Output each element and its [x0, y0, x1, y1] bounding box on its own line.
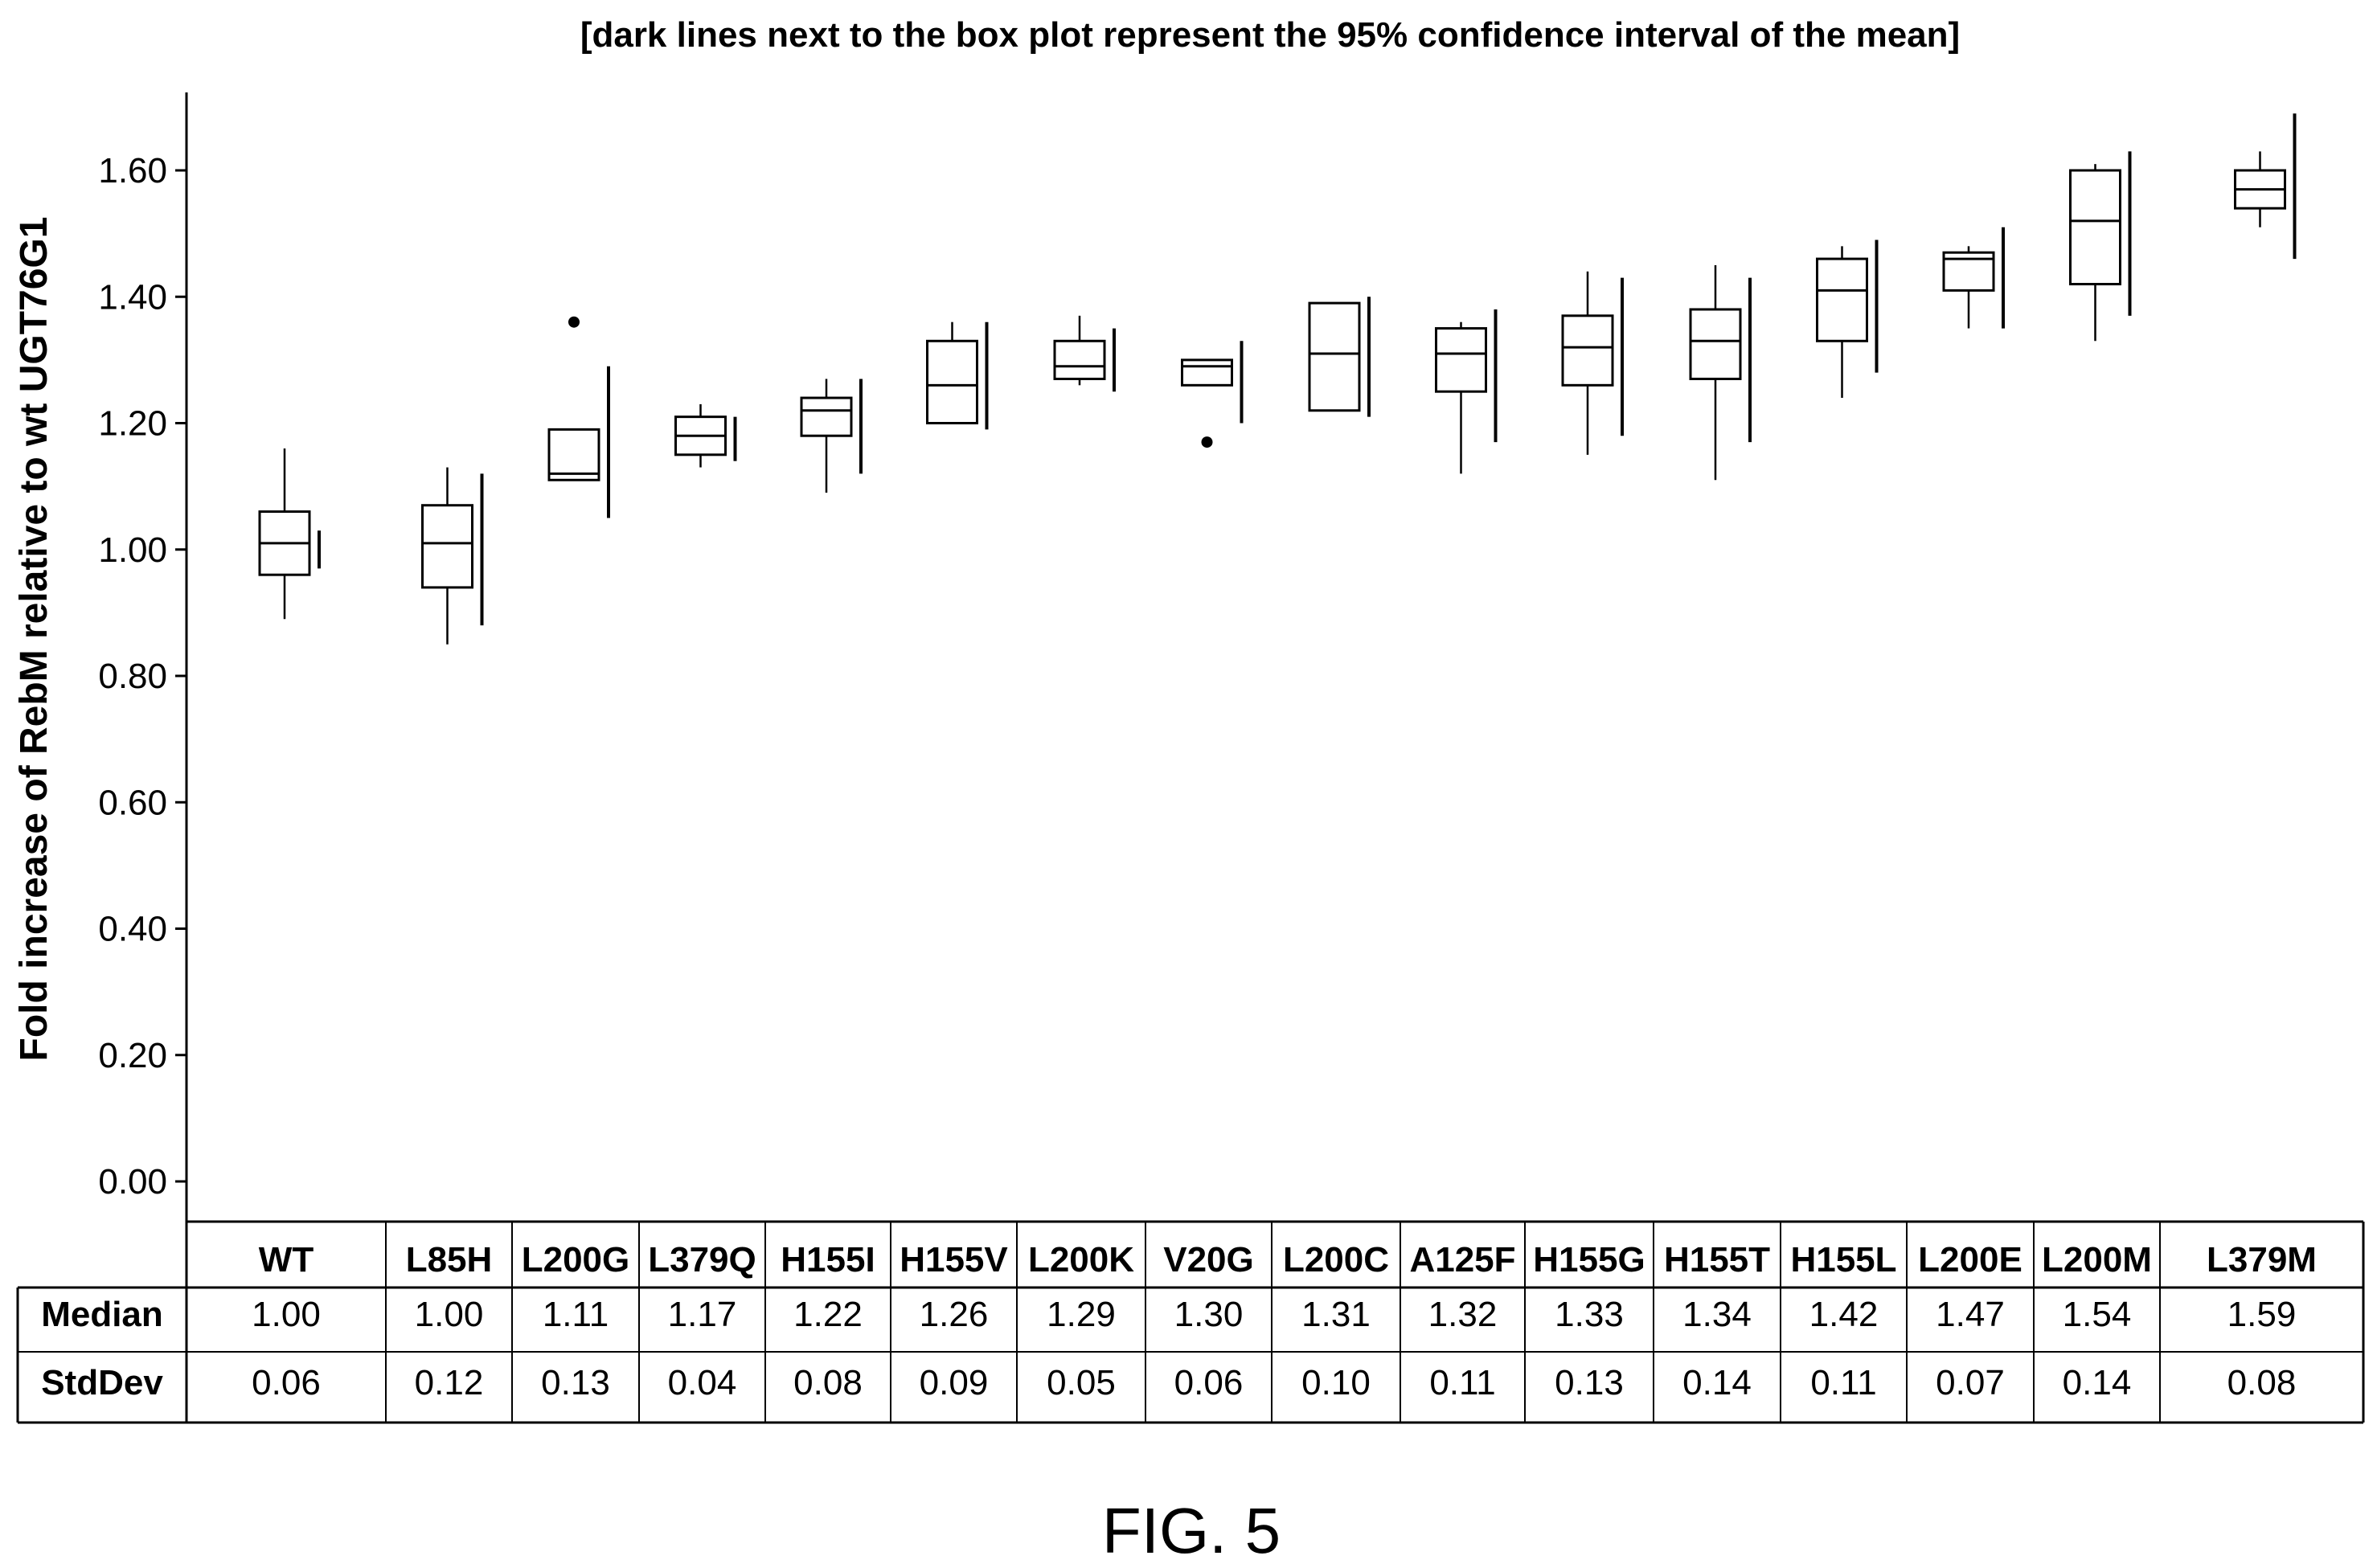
box-L379M [2234, 113, 2297, 260]
stddev-cell: 0.14 [1682, 1363, 1752, 1402]
outlier-point [568, 316, 580, 328]
stddev-cell: 0.10 [1301, 1363, 1371, 1402]
box-V20G [1181, 341, 1244, 448]
box-iqr [1561, 314, 1614, 387]
median-cell: 1.29 [1047, 1295, 1116, 1334]
category-label: H155T [1664, 1240, 1770, 1279]
median-cell: 1.22 [793, 1295, 863, 1334]
row-label-median: Median [41, 1295, 163, 1334]
row-label-stddev: StdDev [41, 1363, 163, 1402]
stddev-cell: 0.06 [1174, 1363, 1244, 1402]
stddev-cell: 0.05 [1047, 1363, 1116, 1402]
box-H155I [800, 379, 863, 493]
box-iqr [1689, 308, 1742, 380]
median-cell: 1.42 [1809, 1295, 1879, 1334]
category-label: L379M [2207, 1240, 2317, 1279]
summary-table: Median StdDev WT 1.00 0.06 L85H 1.00 0.12 L200G 1… [16, 1220, 2365, 1424]
figure-label: FIG. 5 [1102, 1495, 1281, 1566]
stddev-cell: 0.07 [1936, 1363, 2005, 1402]
median-cell: 1.54 [2063, 1295, 2132, 1334]
category-label: L85H [406, 1240, 493, 1279]
box-iqr [2069, 169, 2121, 286]
y-tick-label: 0.20 [98, 1036, 167, 1075]
box-iqr [421, 504, 473, 589]
y-tick-label: 0.00 [98, 1162, 167, 1202]
box-L200K [1053, 315, 1116, 392]
category-label: H155G [1533, 1240, 1645, 1279]
box-iqr [547, 428, 600, 481]
category-label: L379Q [648, 1240, 756, 1279]
stddev-cell: 0.11 [1810, 1363, 1876, 1402]
stddev-cell: 0.13 [541, 1363, 610, 1402]
box-L200C [1308, 297, 1371, 417]
y-tick-label: 0.40 [98, 910, 167, 949]
median-cell: 1.17 [668, 1295, 737, 1334]
box-H155V [926, 321, 989, 430]
box-L85H [421, 467, 484, 645]
stddev-cell: 0.09 [920, 1363, 989, 1402]
category-label: H155V [900, 1240, 1008, 1279]
category-label: L200C [1283, 1240, 1389, 1279]
y-axis-label: Fold increase of RebM relative to wt UGT… [13, 217, 55, 1062]
category-label: A125F [1409, 1240, 1515, 1279]
plot-area [258, 113, 2297, 645]
box-WT [258, 448, 321, 620]
median-cell: 1.00 [415, 1295, 484, 1334]
y-tick-label: 1.20 [98, 404, 167, 444]
y-tick-label: 0.60 [98, 783, 167, 822]
median-cell: 1.11 [543, 1295, 609, 1334]
box-iqr [1435, 327, 1487, 393]
category-label: L200G [522, 1240, 630, 1279]
box-iqr [1181, 358, 1233, 387]
category-label: V20G [1163, 1240, 1254, 1279]
stddev-cell: 0.08 [2227, 1363, 2297, 1402]
box-L200E [1942, 227, 2005, 329]
chart-title: [dark lines next to the box plot represe… [580, 15, 1960, 55]
y-tick-label: 1.60 [98, 151, 167, 190]
stddev-cell: 0.13 [1555, 1363, 1624, 1402]
stddev-cell: 0.08 [793, 1363, 863, 1402]
median-cell: 1.33 [1555, 1295, 1624, 1334]
stddev-cell: 0.11 [1429, 1363, 1495, 1402]
median-cell: 1.47 [1936, 1295, 2005, 1334]
median-cell: 1.32 [1428, 1295, 1498, 1334]
box-iqr [1816, 257, 1868, 342]
box-L200G [547, 316, 610, 518]
category-label: WT [259, 1240, 314, 1279]
box-iqr [1053, 339, 1106, 380]
category-label: H155I [781, 1240, 875, 1279]
stddev-cell: 0.12 [415, 1363, 484, 1402]
stddev-cell: 0.04 [668, 1363, 737, 1402]
box-H155T [1689, 264, 1752, 481]
box-iqr [800, 396, 853, 437]
box-iqr [1942, 251, 1995, 292]
y-tick-label: 0.80 [98, 657, 167, 696]
stddev-cell: 0.14 [2063, 1363, 2132, 1402]
category-label: L200E [1918, 1240, 2022, 1279]
category-label: L200K [1028, 1240, 1134, 1279]
y-axis: 0.00 0.20 0.40 0.60 0.80 1.00 1.20 1.40 1.60 [98, 92, 188, 1222]
median-cell: 1.59 [2227, 1295, 2297, 1334]
median-cell: 1.34 [1682, 1295, 1752, 1334]
box-H155L [1816, 239, 1879, 399]
box-iqr [1308, 301, 1361, 412]
category-label: L200M [2042, 1240, 2152, 1279]
stddev-cell: 0.06 [252, 1363, 321, 1402]
median-cell: 1.31 [1301, 1295, 1371, 1334]
box-H155G [1561, 271, 1624, 455]
y-tick-label: 1.00 [98, 530, 167, 570]
median-cell: 1.00 [252, 1295, 321, 1334]
median-cell: 1.26 [920, 1295, 989, 1334]
box-L379Q [674, 403, 737, 468]
outlier-point [1201, 436, 1213, 448]
y-tick-label: 1.40 [98, 277, 167, 317]
category-label: H155L [1790, 1240, 1896, 1279]
median-cell: 1.30 [1174, 1295, 1244, 1334]
box-A125F [1435, 309, 1498, 474]
box-iqr [926, 339, 978, 425]
box-L200M [2069, 151, 2132, 342]
